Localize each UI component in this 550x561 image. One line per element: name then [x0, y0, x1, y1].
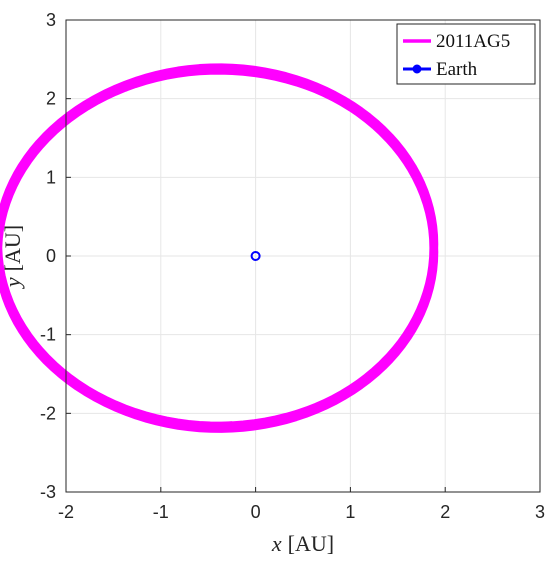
series-2011ag5 [0, 63, 439, 433]
y-tick-label: -1 [40, 325, 56, 345]
y-tick-label: 0 [46, 246, 56, 266]
x-tick-label: 2 [440, 502, 450, 522]
x-axis-unit: [AU] [288, 531, 334, 556]
legend-label-2011ag5: 2011AG5 [436, 31, 510, 52]
x-tick-label: 3 [535, 502, 545, 522]
series-layer [0, 63, 439, 433]
legend-label-earth: Earth [436, 59, 478, 80]
x-tick-label: -2 [58, 502, 74, 522]
y-tick-label: 2 [46, 89, 56, 109]
x-tick-label: 0 [251, 502, 261, 522]
point-earth [250, 251, 261, 261]
x-axis-label: x [AU] [271, 531, 334, 556]
y-tick-label: -3 [40, 482, 56, 502]
y-tick-label: 3 [46, 10, 56, 30]
x-tick-label: 1 [345, 502, 355, 522]
legend: 2011AG5 Earth [396, 23, 536, 85]
y-axis-unit: [AU] [0, 225, 25, 271]
y-tick-label: 1 [46, 167, 56, 187]
y-axis-label: y [AU] [0, 225, 25, 289]
y-axis-var: y [0, 277, 25, 289]
legend-marker-earth [412, 64, 422, 74]
y-tick-label: -2 [40, 403, 56, 423]
x-tick-label: -1 [153, 502, 169, 522]
legend-box [396, 23, 536, 85]
plot-frame [65, 19, 541, 493]
x-axis-var: x [271, 531, 282, 556]
